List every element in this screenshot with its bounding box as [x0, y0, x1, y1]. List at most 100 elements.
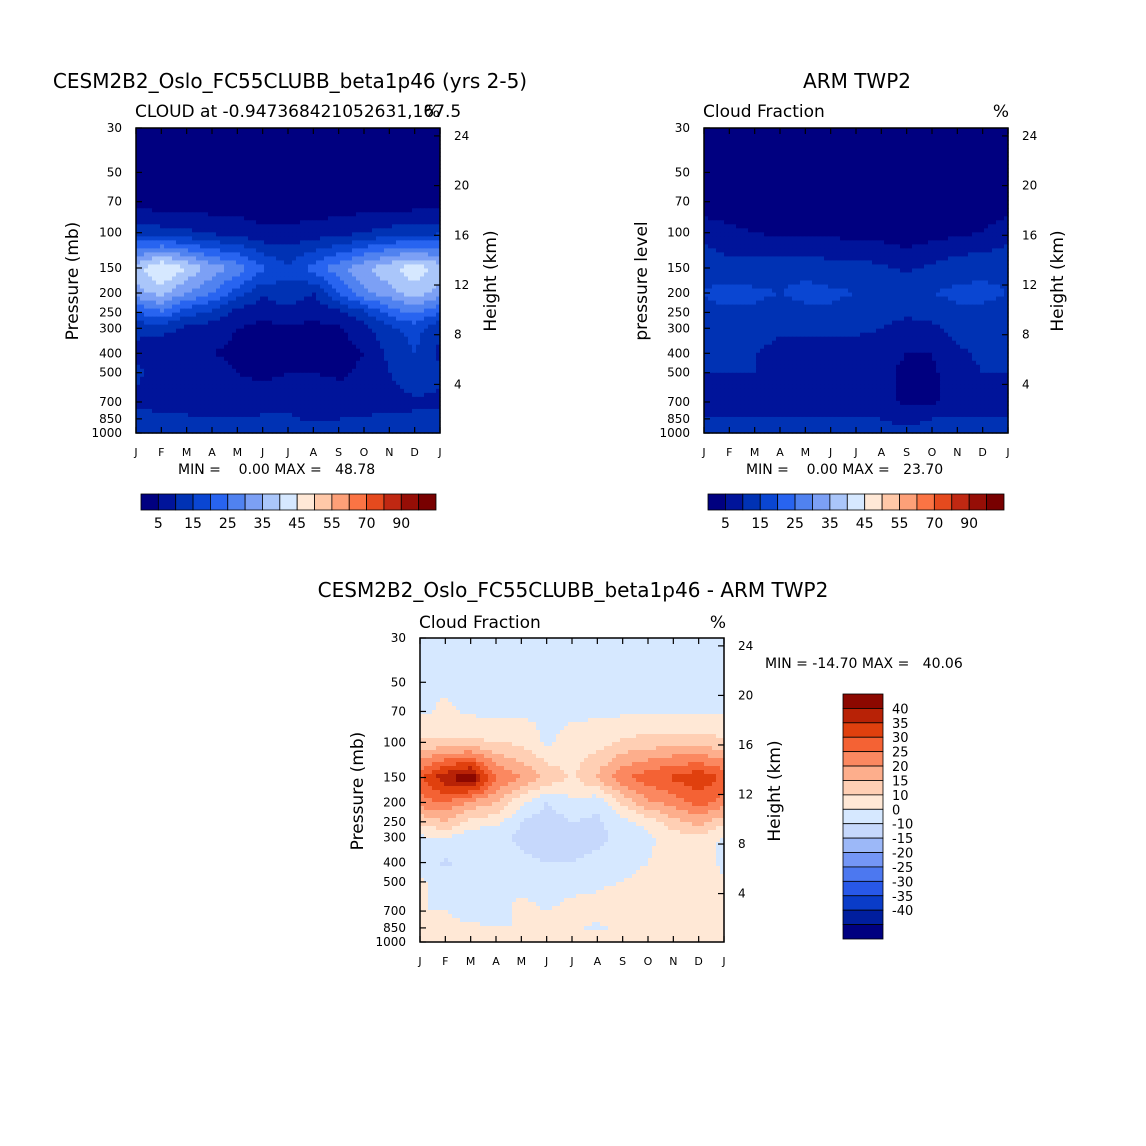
model-cell — [204, 216, 209, 221]
model-cell — [244, 356, 249, 362]
model-cell — [284, 336, 289, 342]
model-cell — [284, 132, 289, 137]
model-cell — [200, 156, 205, 161]
model-cell — [240, 252, 245, 258]
model-cell — [320, 288, 325, 294]
model-cell — [236, 232, 241, 237]
model-cell — [396, 332, 401, 338]
model-cell — [196, 188, 201, 193]
model-cell — [416, 272, 421, 278]
model-cell — [316, 324, 321, 330]
model-cell — [232, 192, 237, 197]
model-cell — [192, 332, 197, 338]
model-cell — [292, 352, 297, 358]
model-cell — [160, 200, 165, 205]
model-cell — [352, 132, 357, 137]
model-cell — [420, 316, 425, 322]
model-cell — [356, 176, 361, 181]
model-cell — [428, 188, 433, 193]
model-cell — [268, 336, 273, 342]
model-cell — [136, 268, 141, 274]
model-cell — [292, 252, 297, 258]
model-cell — [400, 180, 405, 185]
model-cell — [164, 332, 169, 338]
model-cell — [352, 292, 357, 298]
model-cell — [432, 212, 437, 217]
model-cell — [220, 140, 225, 145]
model-cell — [168, 212, 173, 217]
model-cell — [388, 280, 393, 286]
model-cell — [192, 340, 197, 346]
model-cell — [188, 136, 193, 141]
model-cell — [180, 272, 185, 278]
model-cell — [136, 200, 141, 205]
model-cell — [408, 248, 413, 253]
model-cell — [360, 372, 365, 378]
model-cell — [172, 136, 177, 141]
model-cell — [240, 308, 245, 314]
model-cell — [196, 196, 201, 201]
model-cell — [252, 208, 257, 213]
model-cell — [144, 188, 149, 193]
model-cell — [288, 172, 293, 177]
model-cell — [200, 172, 205, 177]
model-cell — [352, 300, 357, 306]
model-cell — [232, 316, 237, 322]
model-cell — [348, 164, 353, 169]
model-cell — [300, 280, 305, 286]
model-cell — [176, 272, 181, 278]
model-cell — [304, 152, 309, 157]
model-cell — [276, 352, 281, 358]
model-cell — [240, 336, 245, 342]
model-cell — [332, 276, 337, 282]
model-cell — [348, 332, 353, 338]
model-cell — [152, 264, 157, 270]
model-cell — [396, 256, 401, 262]
model-cell — [292, 340, 297, 346]
model-cell — [424, 280, 429, 286]
model-cell — [248, 352, 253, 358]
model-cell — [184, 268, 189, 274]
model-cell — [408, 168, 413, 173]
model-cell — [200, 284, 205, 290]
model-cell — [376, 328, 381, 334]
model-cell — [388, 208, 393, 213]
model-cell — [292, 288, 297, 294]
model-cell — [276, 184, 281, 189]
model-cell — [332, 220, 337, 225]
model-cell — [400, 380, 405, 386]
model-cell — [148, 360, 153, 366]
model-cell — [352, 212, 357, 217]
model-cell — [280, 380, 285, 386]
model-cell — [264, 176, 269, 181]
model-cell — [272, 304, 277, 310]
model-cell — [240, 164, 245, 169]
model-cell — [384, 344, 389, 350]
model-cell — [292, 324, 297, 330]
model-cell — [192, 204, 197, 209]
model-cell — [236, 172, 241, 177]
model-cell — [324, 272, 329, 278]
model-cell — [276, 232, 281, 237]
model-cell — [308, 384, 313, 390]
model-cell — [192, 260, 197, 266]
model-cell — [360, 340, 365, 346]
model-cell — [284, 324, 289, 330]
model-cell — [168, 380, 173, 386]
model-cell — [352, 188, 357, 193]
model-cell — [348, 252, 353, 258]
model-cell — [408, 144, 413, 149]
model-cell — [356, 364, 361, 370]
model-cell — [140, 284, 145, 290]
model-cell — [336, 368, 341, 374]
model-cell — [388, 204, 393, 209]
model-cell — [196, 316, 201, 322]
model-cell — [392, 380, 397, 386]
model-cell — [148, 168, 153, 173]
model-cell — [240, 356, 245, 362]
model-cell — [428, 224, 433, 229]
model-cell — [156, 256, 161, 262]
model-cell — [412, 300, 417, 306]
model-cell — [364, 204, 369, 209]
model-cell — [184, 352, 189, 358]
